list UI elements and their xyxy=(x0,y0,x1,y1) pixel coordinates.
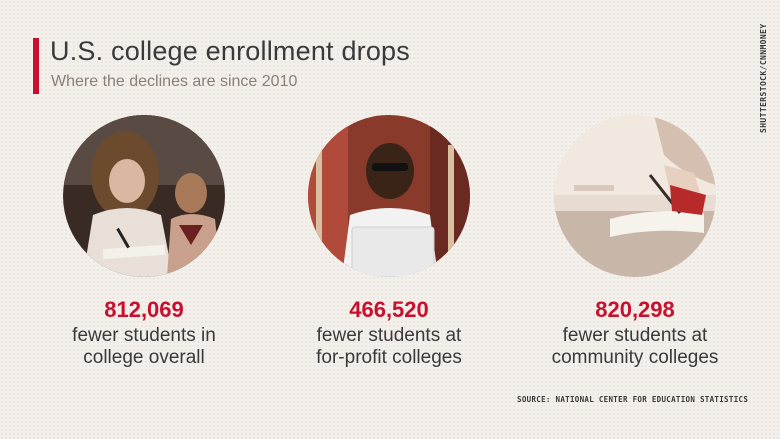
student-laptop-image xyxy=(308,115,470,277)
page-title: U.S. college enrollment drops xyxy=(50,36,410,66)
stat-description-line-1: fewer students in xyxy=(72,325,216,346)
page-subtitle: Where the declines are since 2010 xyxy=(51,73,298,90)
student-laptop-photo xyxy=(308,115,470,277)
stat-value: 820,298 xyxy=(595,297,675,322)
stat-card-overall: 812,069 fewer students in college overal… xyxy=(19,115,269,369)
writing-notebook-image xyxy=(554,115,716,277)
stat-description: fewer students in college overall xyxy=(19,325,269,369)
source-note: SOURCE: NATIONAL CENTER FOR EDUCATION ST… xyxy=(517,395,749,404)
stat-value: 812,069 xyxy=(104,297,184,322)
stat-description-line-2: community colleges xyxy=(551,347,719,368)
stat-description-line-1: fewer students at xyxy=(316,325,462,346)
stat-description: fewer students at for-profit colleges xyxy=(264,325,514,369)
stat-description-line-2: for-profit colleges xyxy=(316,347,462,368)
writing-notebook-photo xyxy=(554,115,716,277)
photo-credit: SHUTTERSTOCK/CNNMONEY xyxy=(759,23,768,133)
stat-description-line-1: fewer students at xyxy=(562,325,708,346)
stat-card-community: 820,298 fewer students at community coll… xyxy=(510,115,760,369)
stat-value: 466,520 xyxy=(349,297,429,322)
stat-description-line-2: college overall xyxy=(83,347,205,368)
stat-card-for-profit: 466,520 fewer students at for-profit col… xyxy=(264,115,514,369)
students-studying-image xyxy=(63,115,225,277)
title-accent-bar xyxy=(33,38,39,94)
stat-description: fewer students at community colleges xyxy=(510,325,760,369)
students-studying-photo xyxy=(63,115,225,277)
